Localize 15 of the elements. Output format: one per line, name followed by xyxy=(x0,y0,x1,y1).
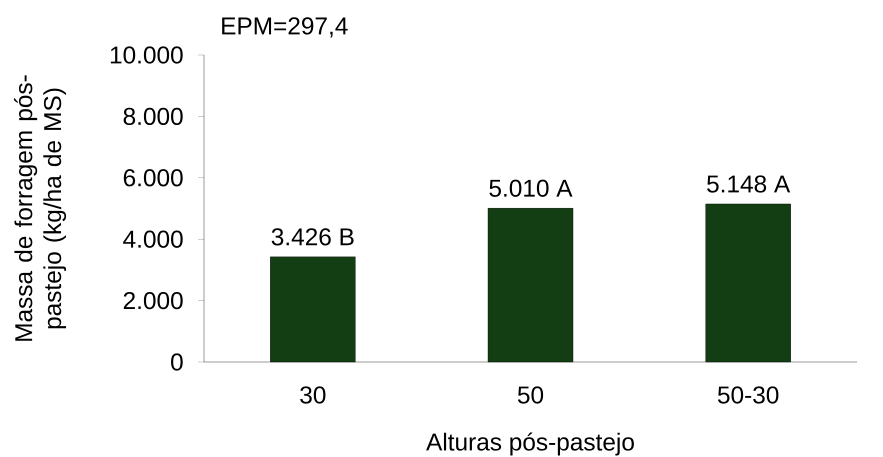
y-tick-label: 8.000 xyxy=(124,108,183,126)
x-tick-label: 30 xyxy=(300,386,326,404)
x-axis-title: Alturas pós-pastejo xyxy=(426,432,634,456)
text: EPM=297,4 xyxy=(222,17,348,38)
data-label: 5.148 A xyxy=(707,175,790,193)
y-tick-label: 4.000 xyxy=(123,230,183,248)
data-label: 3.426 B xyxy=(272,228,354,246)
y-tick-label: 6.000 xyxy=(124,169,183,186)
x-tick-label: 50 xyxy=(518,386,544,404)
y-tick-label: 10.000 xyxy=(110,46,183,64)
x-tick-label: 50-30 xyxy=(718,386,778,404)
y-axis-title: Massa de forragem pós-pastejo (kg/ha de MS) xyxy=(14,75,66,341)
data-label: 5.010 A xyxy=(489,180,572,197)
y-tick-label: 0 xyxy=(171,353,183,371)
y-tick-label: 2.000 xyxy=(124,292,183,310)
